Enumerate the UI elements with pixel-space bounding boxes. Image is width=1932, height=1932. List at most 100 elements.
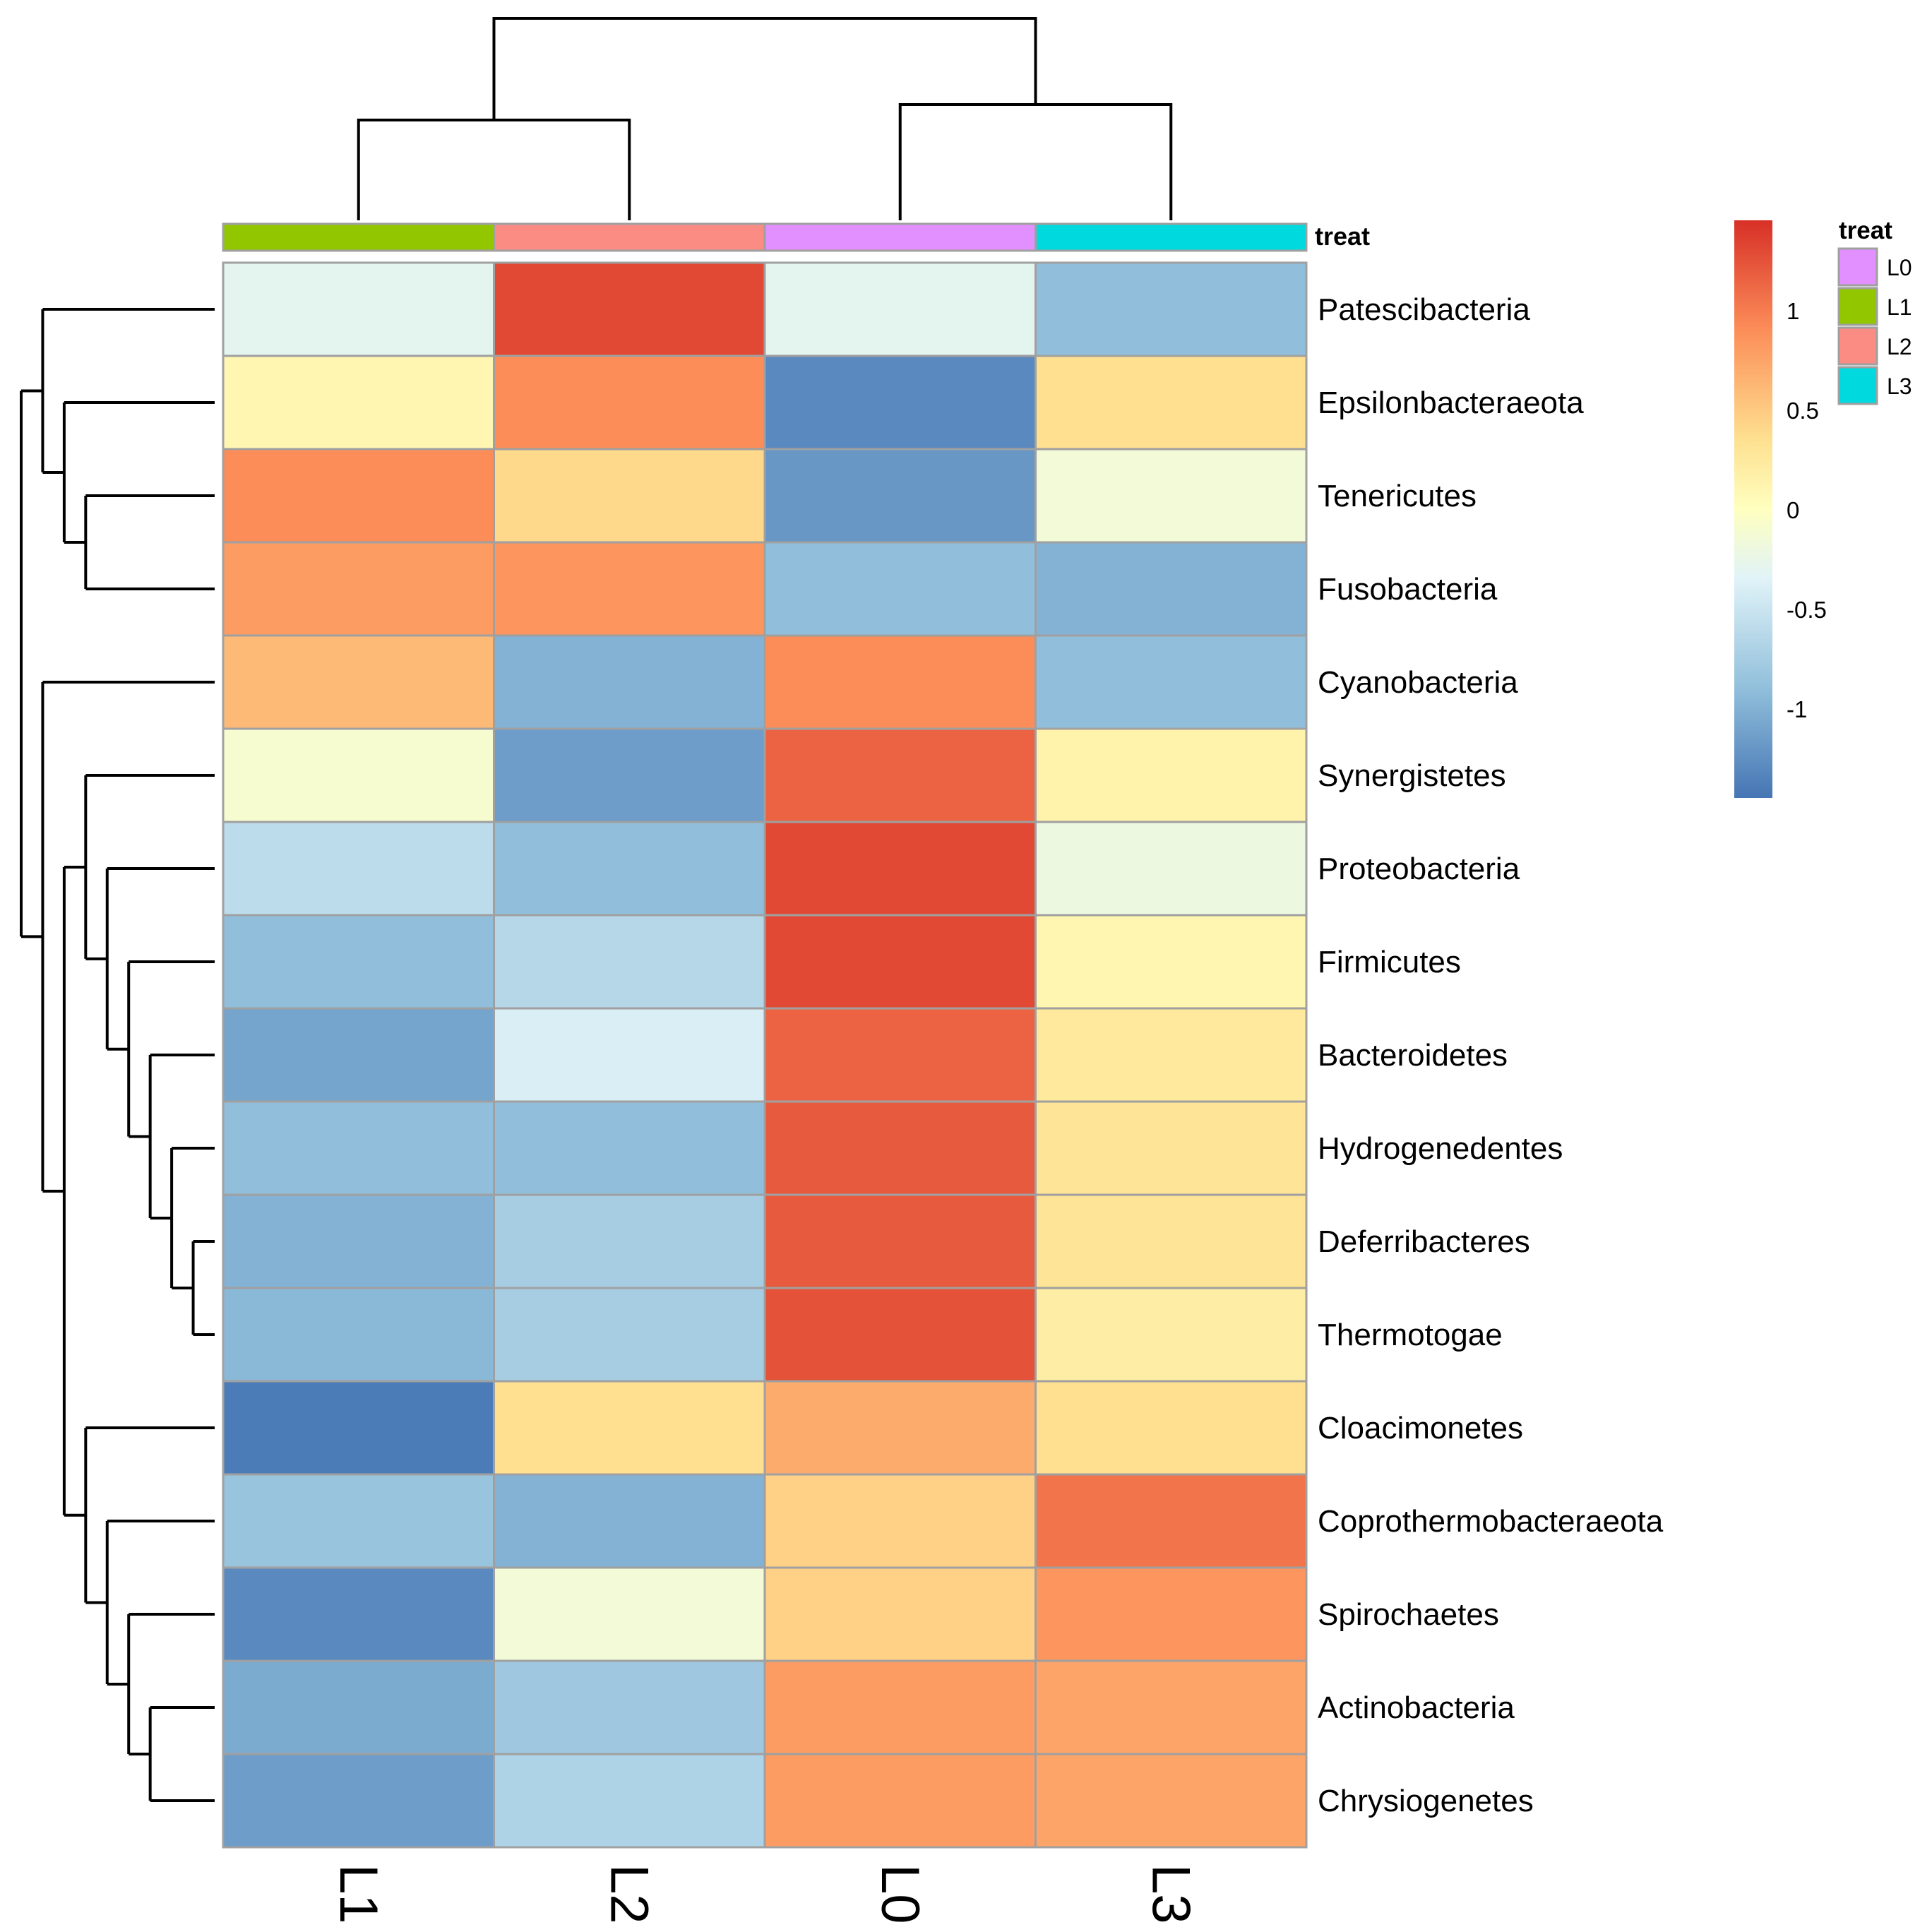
annotation-cell (493, 222, 766, 252)
column-labels: L1 L2 L0 L3 (328, 1864, 1201, 1924)
treat-legend-swatch (1837, 247, 1878, 287)
heatmap-cell (222, 1753, 495, 1849)
heatmap-cell (222, 1193, 495, 1289)
heatmap-cell (763, 1753, 1037, 1849)
heatmap-cell (1034, 261, 1308, 357)
heatmap-cell (1034, 1100, 1308, 1196)
color-scale-bar (1734, 220, 1772, 798)
heatmap-cell (222, 727, 495, 823)
row-label: Thermotogae (1318, 1318, 1503, 1352)
heatmap-cell (493, 634, 766, 730)
heatmap-cell (493, 821, 766, 917)
heatmap-cell (1034, 1193, 1308, 1289)
heatmap-cell (222, 541, 495, 637)
row-label: Chrysiogenetes (1318, 1784, 1534, 1818)
row-label: Deferribacteres (1318, 1224, 1530, 1259)
heatmap-cell (1034, 634, 1308, 730)
heatmap-cell (1034, 1473, 1308, 1569)
row-label: Actinobacteria (1318, 1690, 1515, 1725)
heatmap-cell (1034, 1753, 1308, 1849)
heatmap-cell (1034, 1659, 1308, 1755)
heatmap-cell (763, 914, 1037, 1010)
heatmap-cell (493, 1659, 766, 1755)
heatmap-cell (763, 1287, 1037, 1383)
column-label: L1 (328, 1864, 388, 1924)
heatmap-cell (222, 914, 495, 1010)
heatmap-cell (1034, 448, 1308, 544)
heatmap-cell (1034, 1287, 1308, 1383)
color-scale-tick-label: 0.5 (1787, 398, 1819, 424)
heatmap-cell (222, 1659, 495, 1755)
heatmap-cell (1034, 821, 1308, 917)
dendrogram-branch (357, 119, 631, 220)
heatmap-cell (222, 1287, 495, 1383)
treat-legend-swatch (1837, 366, 1878, 405)
heatmap-cell (493, 541, 766, 637)
heatmap-cell (763, 1193, 1037, 1289)
heatmap-cell (1034, 541, 1308, 637)
heatmap-cell (222, 634, 495, 730)
heatmap-cell (493, 448, 766, 544)
heatmap-cell (763, 634, 1037, 730)
treat-legend-swatch (1837, 326, 1878, 366)
heatmap-cell (1034, 727, 1308, 823)
heatmap-cell (222, 1473, 495, 1569)
row-label: Cyanobacteria (1318, 665, 1518, 700)
heatmap-cell (493, 727, 766, 823)
heatmap-cell (763, 1007, 1037, 1103)
heatmap-cell (493, 914, 766, 1010)
heatmap-cell (763, 821, 1037, 917)
color-scale-tick-label: -1 (1787, 696, 1807, 722)
heatmap-cell (222, 354, 495, 451)
row-dendrogram (20, 308, 215, 1802)
row-label: Coprothermobacteraeota (1318, 1504, 1664, 1539)
heatmap-cell (763, 1380, 1037, 1476)
heatmap-cell (1034, 1566, 1308, 1662)
dendrogram-branch (492, 17, 1037, 120)
treat-annotation-bar (222, 222, 1308, 252)
heatmap-cell (1034, 914, 1308, 1010)
heatmap-cell (763, 541, 1037, 637)
color-scale-tick-label: -0.5 (1787, 597, 1827, 623)
annotation-cell (763, 222, 1037, 252)
heatmap-cell (493, 1473, 766, 1569)
heatmap-cell (222, 1380, 495, 1476)
heatmap-cell (222, 261, 495, 357)
treat-legend-label: L2 (1887, 334, 1912, 359)
row-label: Patescibacteria (1318, 292, 1530, 327)
row-label: Hydrogenedentes (1318, 1131, 1563, 1166)
row-label: Firmicutes (1318, 945, 1461, 979)
heatmap-cell (493, 1287, 766, 1383)
row-labels: Patescibacteria Epsilonbacteraeota Teneric… (1318, 292, 1664, 1818)
treat-legend-title: treat (1839, 217, 1892, 244)
heatmap-cell (493, 1380, 766, 1476)
heatmap-cell (222, 1007, 495, 1103)
heatmap-cell (493, 1007, 766, 1103)
heatmap-cell (222, 1100, 495, 1196)
row-label: Proteobacteria (1318, 852, 1520, 886)
color-scale-tick-label: 0 (1787, 497, 1799, 523)
row-label: Spirochaetes (1318, 1597, 1499, 1632)
column-dendrogram (357, 17, 1173, 220)
dendrogram-branch (898, 103, 1173, 220)
heatmap-cell (763, 1566, 1037, 1662)
treat-legend-label: L1 (1887, 294, 1912, 320)
treat-legend-label: L3 (1887, 374, 1912, 399)
column-label: L2 (599, 1864, 659, 1924)
treat-legend: treat L0 L1 L2 L3 (1837, 217, 1912, 405)
heatmap-cell (222, 1566, 495, 1662)
heatmap-cell (763, 727, 1037, 823)
heatmap-cell (763, 1100, 1037, 1196)
row-label: Cloacimonetes (1318, 1411, 1523, 1445)
column-label: L0 (870, 1864, 930, 1924)
row-label: Fusobacteria (1318, 572, 1498, 607)
heatmap-cell (493, 1566, 766, 1662)
heatmap-cell (493, 1193, 766, 1289)
heatmap-cells (222, 261, 1308, 1849)
heatmap-cell (1034, 354, 1308, 451)
heatmap-cell (493, 261, 766, 357)
annotation-title: treat (1315, 222, 1370, 251)
heatmap-cell (763, 261, 1037, 357)
row-label: Tenericutes (1318, 479, 1477, 513)
treat-legend-swatch (1837, 287, 1878, 326)
